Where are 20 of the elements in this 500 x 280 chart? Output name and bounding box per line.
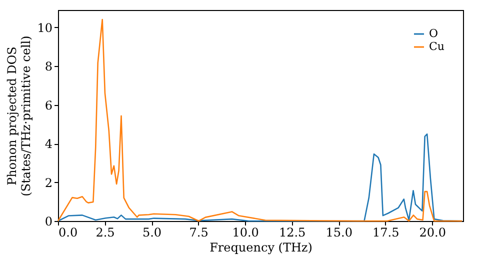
y-axis-title: Phonon projected DOS (States/THz·primitive cell) (5, 36, 34, 196)
legend-label: Cu (429, 40, 445, 53)
y-tick-label: 8 (44, 60, 52, 74)
x-tick-label: 15.0 (326, 226, 352, 240)
y-tick-label: 6 (44, 98, 52, 112)
y-tick-label: 10 (37, 20, 52, 35)
x-tick-label: 12.5 (278, 226, 306, 240)
y-tick-label: 4 (44, 137, 53, 152)
legend-label: O (429, 27, 438, 40)
x-tick-label: 20.0 (419, 226, 446, 240)
x-axis-title: Frequency (THz) (210, 240, 312, 254)
x-tick-label: 5.0 (142, 226, 162, 240)
x-tick-label: 7.5 (189, 226, 208, 240)
x-tick-label: 10.0 (232, 226, 259, 240)
y-tick-label: 0 (44, 214, 52, 228)
y-tick-label: 2 (44, 176, 52, 190)
x-tick-label: 2.5 (96, 226, 115, 240)
x-tick-label: 0.0 (58, 226, 78, 240)
line-series (57, 18, 463, 222)
x-tick-label: 17.5 (372, 226, 400, 240)
